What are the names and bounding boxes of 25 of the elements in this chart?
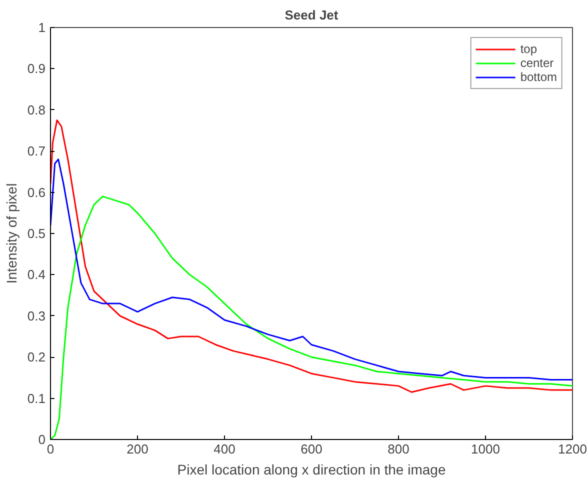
- x-tick-label: 1000: [471, 442, 500, 456]
- line-series: [50, 119, 572, 393]
- x-tick-label: 200: [126, 442, 148, 456]
- x-tick-label: 400: [214, 442, 236, 456]
- y-tick-label: 0.9: [27, 61, 46, 76]
- y-tick-label: 0: [38, 432, 46, 447]
- line-series: [50, 158, 572, 381]
- x-tick-label: 1200: [558, 442, 587, 456]
- y-tick-label: 0.6: [27, 184, 46, 200]
- y-tick-label: 0.3: [27, 308, 46, 324]
- y-tick-label: 0.2: [27, 350, 46, 365]
- chart-title: Seed Jet: [284, 8, 339, 22]
- x-tick-label: 800: [388, 442, 410, 456]
- x-tick-label: 600: [300, 442, 322, 456]
- y-tick-label: 0.1: [27, 390, 46, 406]
- x-axis-title: Pixel location along x direction in the image: [177, 462, 446, 478]
- y-tick-label: 0.7: [27, 144, 46, 159]
- y-tick-label: 0.8: [27, 102, 46, 118]
- y-tick-label: 0.5: [27, 226, 46, 241]
- y-tick-label: 1: [38, 20, 46, 35]
- legend-label: center: [520, 56, 554, 70]
- legend-label: bottom: [520, 70, 557, 84]
- y-axis-title: Intensity of pixel: [3, 183, 20, 284]
- legend-label: top: [520, 42, 538, 56]
- y-tick-label: 0.4: [27, 267, 46, 282]
